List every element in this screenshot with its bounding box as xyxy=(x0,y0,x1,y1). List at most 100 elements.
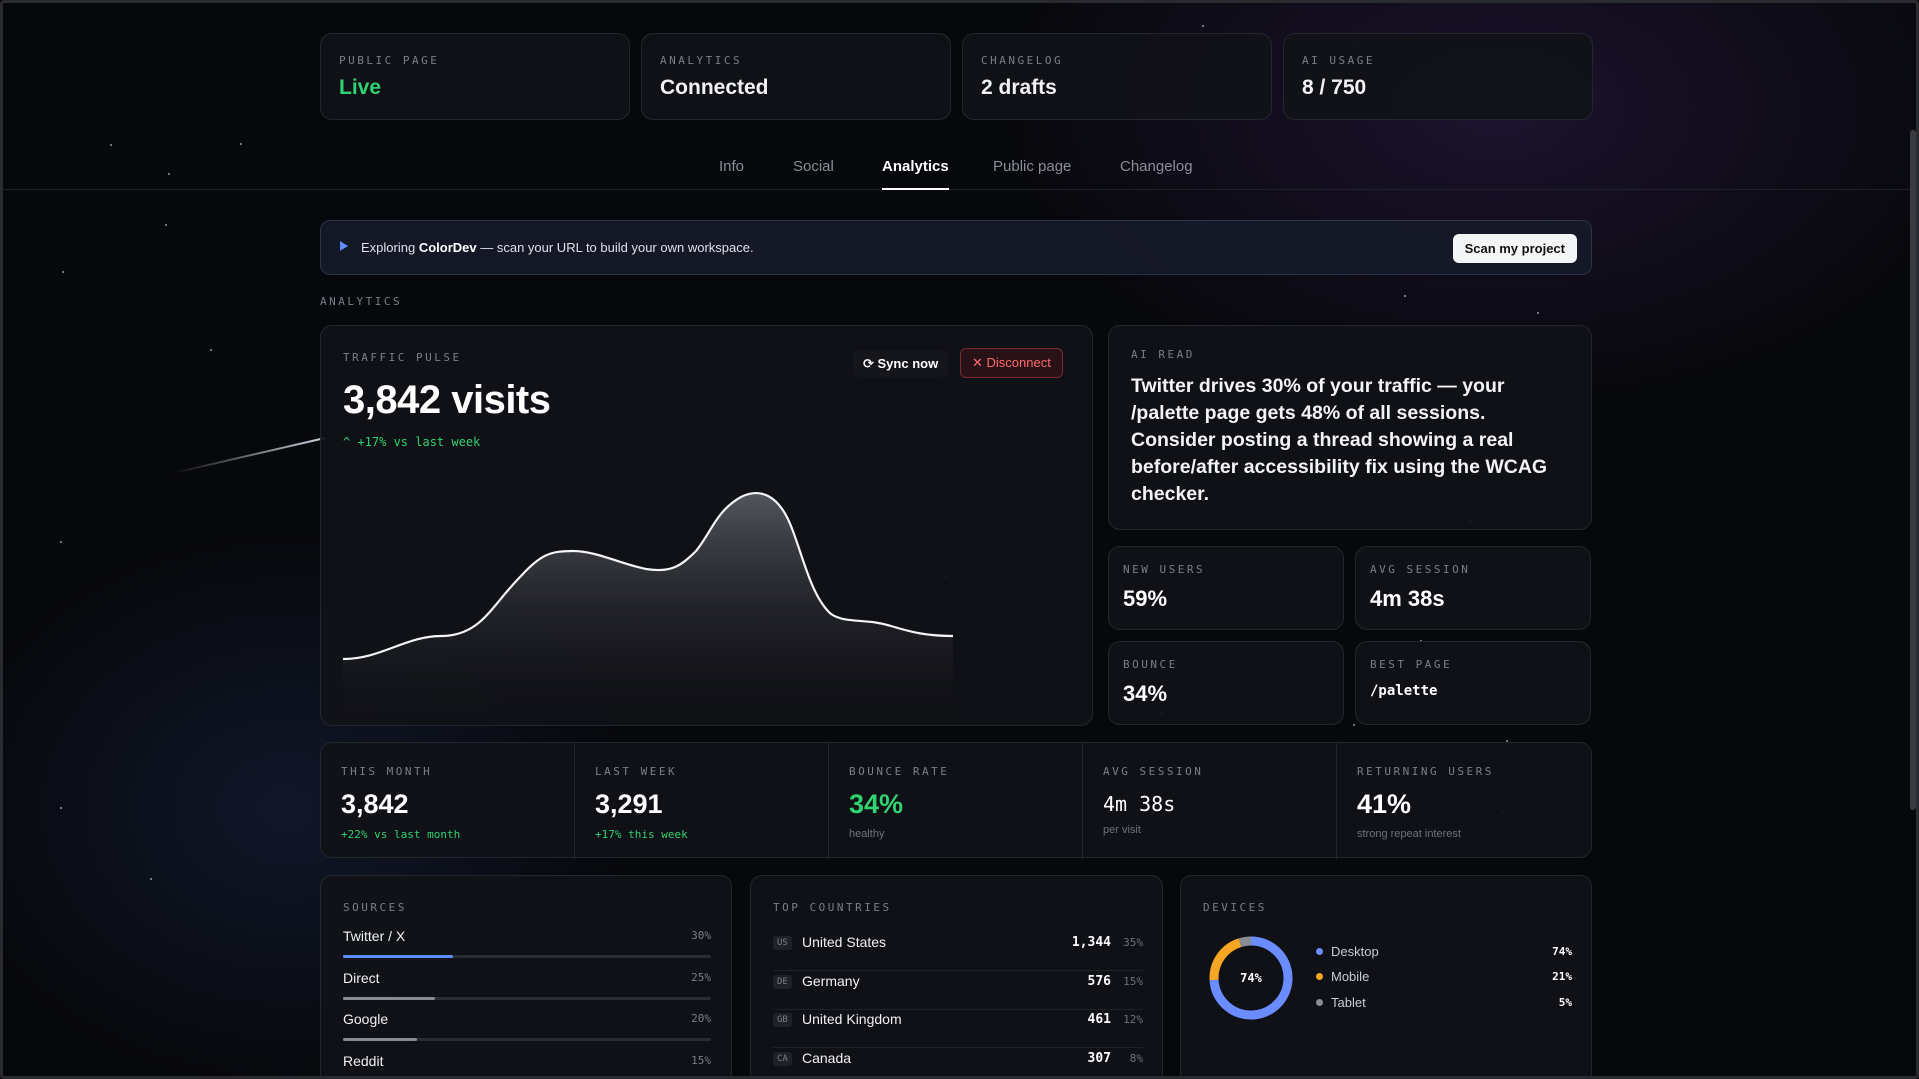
country-count: 307 xyxy=(1087,1051,1111,1066)
source-pct: 15% xyxy=(691,1054,711,1067)
tab-bar: Info Social Analytics Public page Change… xyxy=(0,158,1919,190)
traffic-chart xyxy=(342,492,954,721)
country-count: 576 xyxy=(1087,974,1111,989)
devices-donut-chart xyxy=(1209,936,1293,1020)
source-row: Direct 25% xyxy=(343,970,711,1000)
stat-value: 3,291 xyxy=(595,789,663,819)
stat-last-week: LAST WEEK 3,291 +17% this week xyxy=(575,743,829,859)
mini-stat-avg-session: AVG SESSION 4m 38s xyxy=(1355,546,1591,630)
country-count: 1,344 xyxy=(1071,935,1111,950)
stat-returning-users: RETURNING USERS 41% strong repeat intere… xyxy=(1337,743,1591,859)
ai-read-label: AI READ xyxy=(1131,348,1195,361)
stat-value: 34% xyxy=(849,789,904,819)
source-pct: 25% xyxy=(691,971,711,984)
country-name: Germany xyxy=(802,973,860,989)
tab-social[interactable]: Social xyxy=(793,158,834,175)
country-pct: 15% xyxy=(1123,975,1143,988)
star xyxy=(110,144,112,146)
chevron-up-icon: ^ xyxy=(343,435,358,449)
tab-public-page[interactable]: Public page xyxy=(993,158,1072,175)
top-countries-card: TOP COUNTRIES US United States 1,344 35%… xyxy=(750,875,1163,1079)
traffic-line xyxy=(342,492,954,661)
country-row: US United States 1,344 35% xyxy=(773,933,1143,971)
status-card-analytics: ANALYTICS Connected xyxy=(641,33,951,120)
stat-bounce-rate: BOUNCE RATE 34% healthy xyxy=(829,743,1083,859)
source-name: Reddit xyxy=(343,1053,384,1069)
stat-label: AVG SESSION xyxy=(1103,765,1204,778)
stats-row: THIS MONTH 3,842 +22% vs last month LAST… xyxy=(320,742,1592,859)
sources-label: SOURCES xyxy=(343,901,407,914)
mini-stat-new-users: NEW USERS 59% xyxy=(1108,546,1344,630)
close-icon: ✕ xyxy=(972,355,987,370)
stat-sub: strong repeat interest xyxy=(1357,828,1461,840)
stat-sub: +17% this week xyxy=(595,828,688,841)
status-card-label: AI USAGE xyxy=(1302,54,1375,67)
device-row: Tablet 5% xyxy=(1316,995,1572,1010)
mini-stat-value: 4m 38s xyxy=(1370,586,1445,611)
star xyxy=(1353,724,1355,726)
device-row: Mobile 21% xyxy=(1316,969,1572,984)
country-code: GB xyxy=(773,1013,792,1027)
status-card-label: CHANGELOG xyxy=(981,54,1064,67)
star xyxy=(168,173,170,175)
banner-prefix: Exploring xyxy=(361,240,419,255)
device-name: Tablet xyxy=(1331,995,1366,1010)
donut-center-label: 74% xyxy=(1240,971,1262,985)
source-bar-fill xyxy=(343,1038,417,1041)
ai-read-text: Twitter drives 30% of your traffic — you… xyxy=(1131,375,1548,505)
sync-label: Sync now xyxy=(877,356,939,371)
star xyxy=(62,271,64,273)
traffic-delta: ^ +17% vs last week xyxy=(343,435,480,449)
scan-project-button[interactable]: Scan my project xyxy=(1452,234,1577,263)
country-code: US xyxy=(773,936,792,950)
device-dot xyxy=(1316,948,1323,955)
device-row: Desktop 74% xyxy=(1316,944,1572,959)
stat-sub: healthy xyxy=(849,828,885,840)
sources-card: SOURCES Twitter / X 30% Direct 25% Googl… xyxy=(320,875,732,1079)
scrollbar[interactable] xyxy=(1910,130,1916,810)
mini-stat-value: 34% xyxy=(1123,681,1168,706)
tab-info[interactable]: Info xyxy=(719,158,745,175)
source-bar-fill xyxy=(343,955,454,958)
country-pct: 35% xyxy=(1123,936,1143,949)
banner-project: ColorDev xyxy=(418,240,477,255)
tab-analytics[interactable]: Analytics xyxy=(882,158,949,190)
countries-label: TOP COUNTRIES xyxy=(773,901,892,914)
device-name: Desktop xyxy=(1331,944,1379,959)
mini-stat-label: AVG SESSION xyxy=(1370,563,1471,576)
device-dot xyxy=(1316,973,1323,980)
mini-stat-bounce: BOUNCE 34% xyxy=(1108,641,1344,725)
explore-banner: Exploring ColorDev — scan your URL to bu… xyxy=(320,220,1592,275)
source-name: Google xyxy=(343,1011,389,1027)
banner-suffix: — scan your URL to build your own worksp… xyxy=(476,240,754,255)
traffic-delta-text: +17% vs last week xyxy=(357,435,481,449)
country-code: DE xyxy=(773,975,792,989)
traffic-value: 3,842 visits xyxy=(343,378,551,422)
status-card-label: ANALYTICS xyxy=(660,54,743,67)
device-dot xyxy=(1316,999,1323,1006)
disconnect-button[interactable]: ✕ Disconnect xyxy=(960,348,1063,378)
source-bar-track xyxy=(343,1038,711,1041)
stat-avg-session: AVG SESSION 4m 38s per visit xyxy=(1083,743,1337,859)
stat-sub: per visit xyxy=(1103,824,1141,836)
country-name: United States xyxy=(802,934,887,950)
status-card-value: Live xyxy=(339,76,382,99)
country-code: CA xyxy=(773,1052,792,1066)
mini-stat-label: BOUNCE xyxy=(1123,658,1178,671)
star xyxy=(60,807,62,809)
star xyxy=(240,143,242,145)
source-row: Google 20% xyxy=(343,1011,711,1041)
country-count: 461 xyxy=(1087,1012,1111,1027)
country-row: DE Germany 576 15% xyxy=(773,972,1143,1010)
star xyxy=(1202,25,1204,27)
donut-segment-mobile xyxy=(1209,936,1293,1020)
star xyxy=(60,541,62,543)
star xyxy=(1404,295,1406,297)
status-card-ai-usage: AI USAGE 8 / 750 xyxy=(1283,33,1593,120)
source-bar-track xyxy=(343,955,711,958)
country-pct: 12% xyxy=(1123,1013,1143,1026)
tab-changelog[interactable]: Changelog xyxy=(1120,158,1193,175)
sync-now-button[interactable]: ⟳ Sync now xyxy=(853,350,949,377)
status-card-public-page: PUBLIC PAGE Live xyxy=(320,33,630,120)
refresh-icon: ⟳ xyxy=(863,356,878,371)
